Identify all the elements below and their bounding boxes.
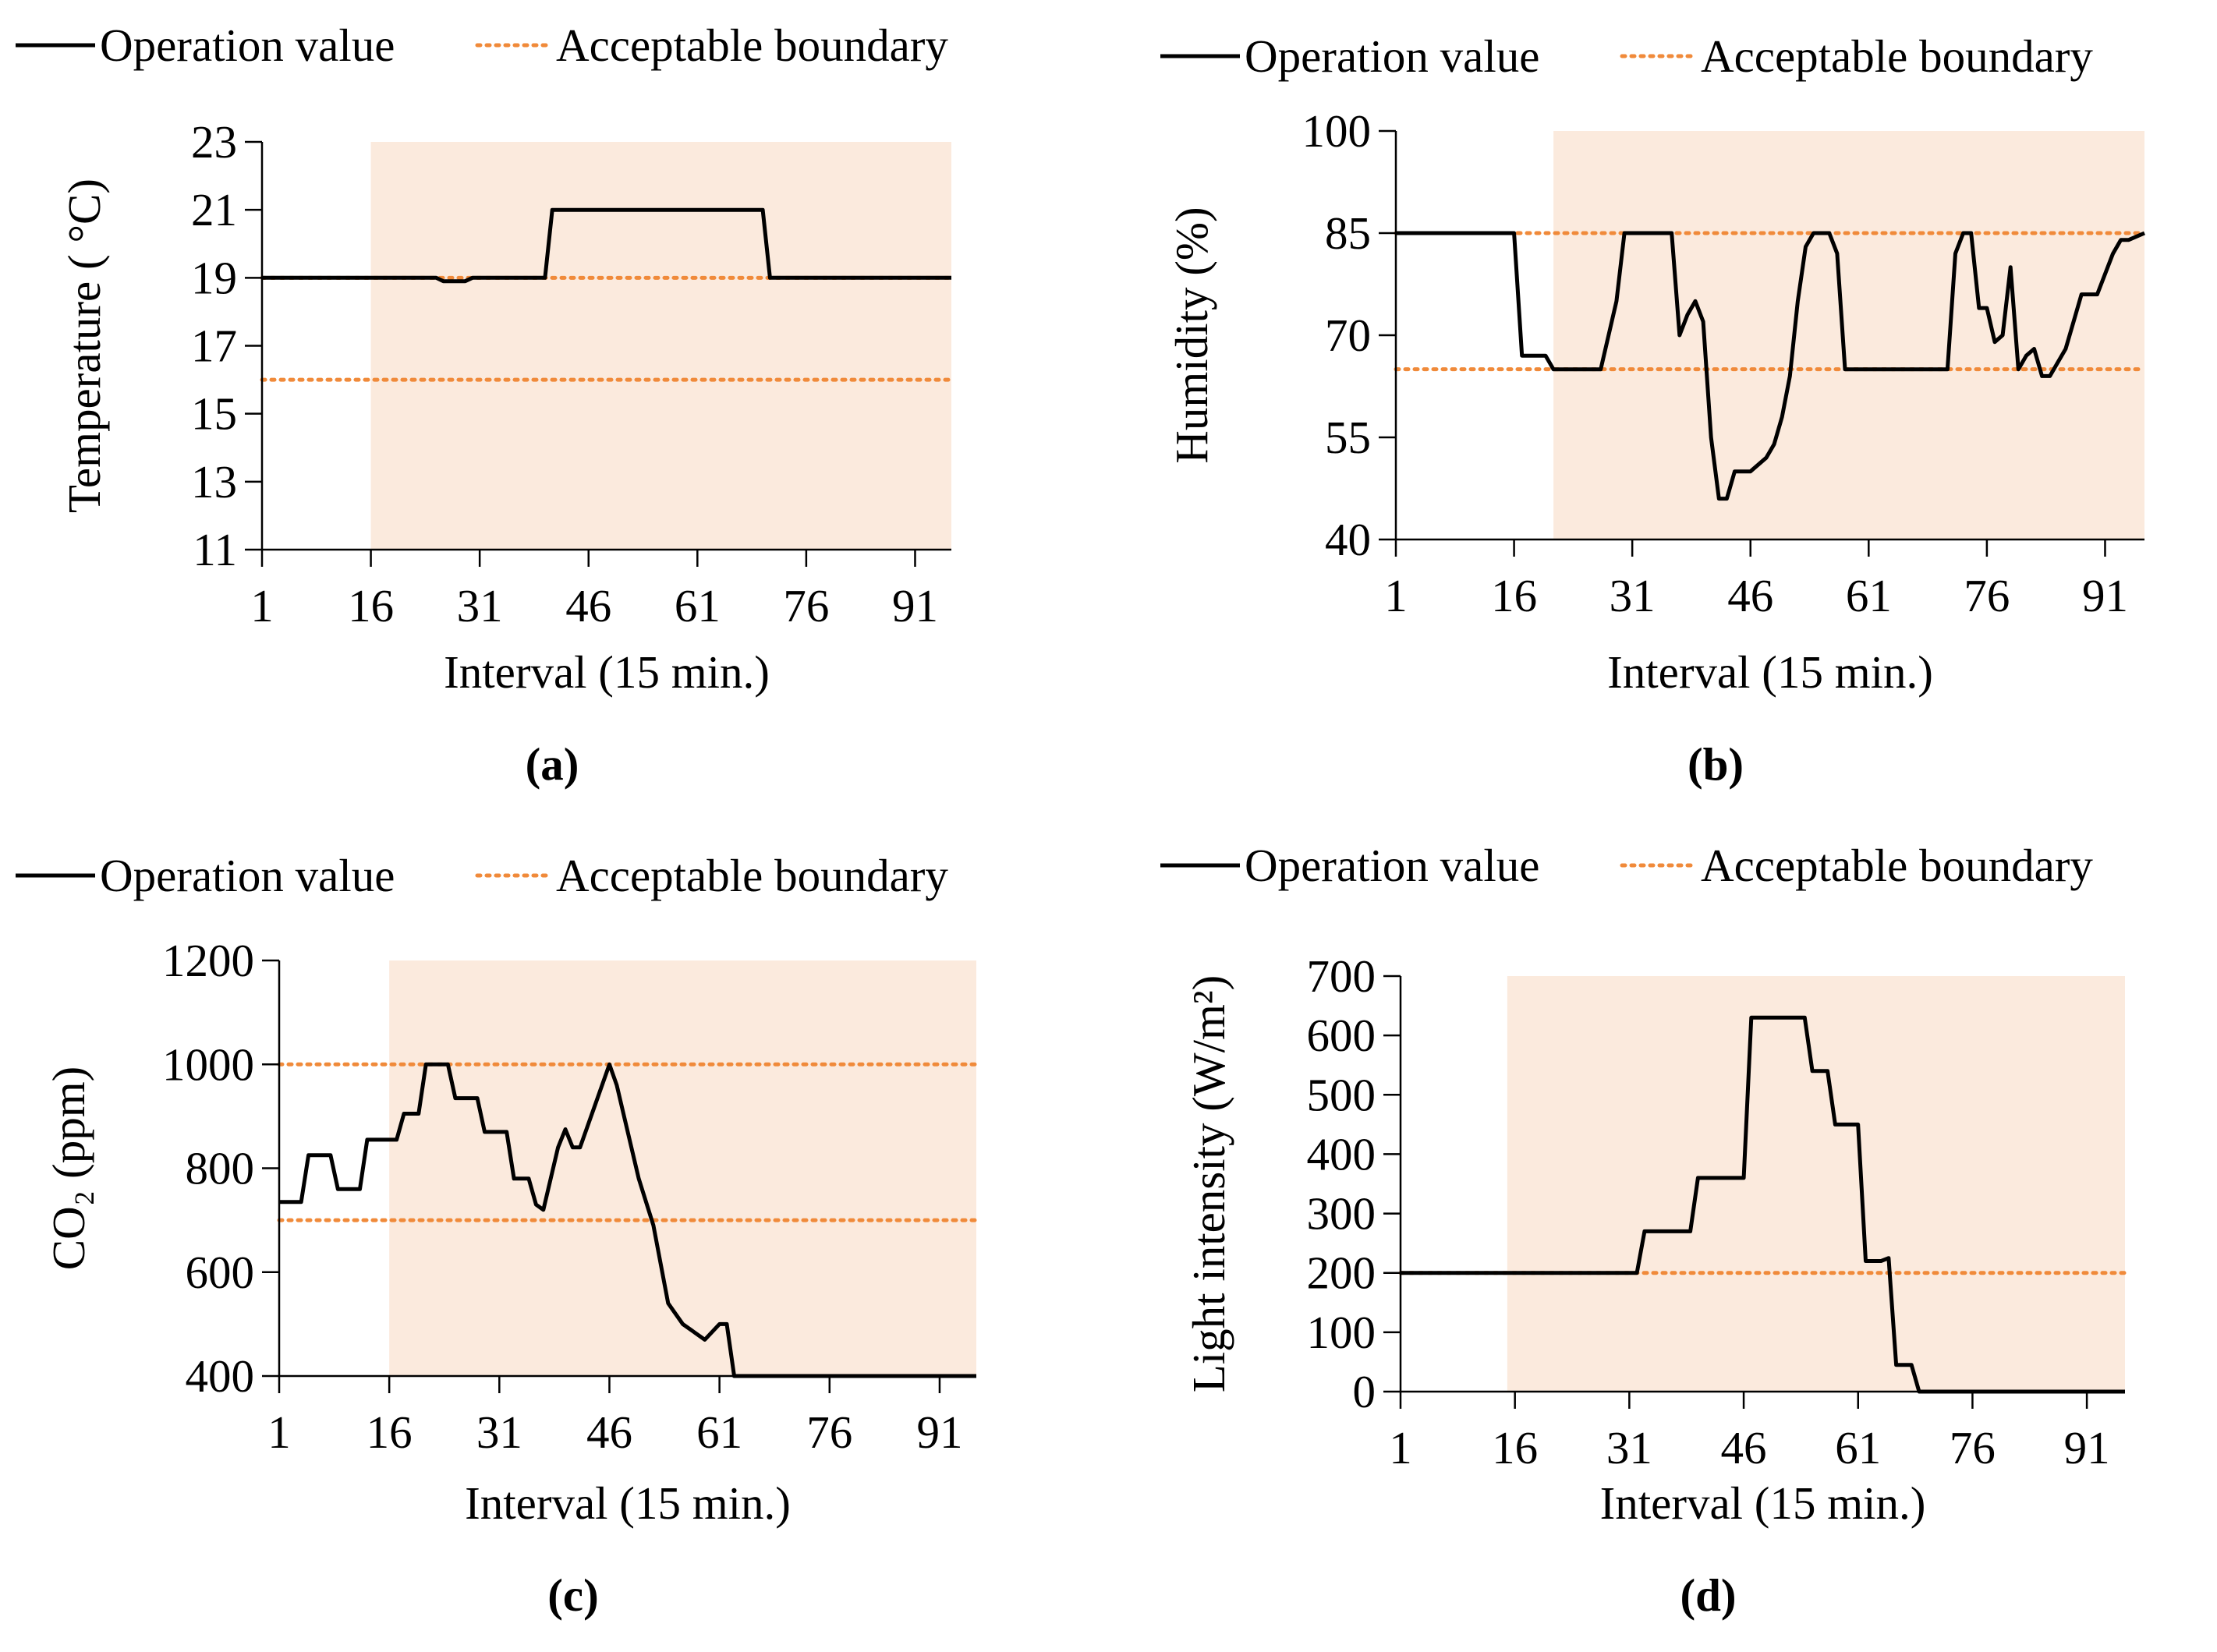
shaded-region [1507,976,2125,1392]
x-tick-label: 16 [1492,1422,1538,1473]
y-tick-label: 500 [1307,1069,1376,1120]
legend-label-operation: Operation value [1245,840,1539,891]
panel-b: 40 55 70 85 100 1 16 31 46 61 76 91 Interval (15 min… [1160,30,2147,790]
y-tick-label: 1200 [162,935,254,986]
shaded-region [1553,131,2144,539]
y-tick-label: 19 [191,252,237,303]
legend-label-boundary: Acceptable boundary [556,850,948,901]
panel-label: (b) [1688,738,1744,790]
x-tick-label: 1 [1389,1422,1412,1473]
panel-d: 0 100 200 300 400 500 600 700 1 16 31 46 61 76 91 Inter… [1160,840,2127,1621]
y-tick-label: 0 [1353,1366,1376,1417]
x-tick-label: 91 [916,1406,962,1458]
y-tick-label: 200 [1307,1247,1376,1299]
x-tick-label: 1 [1384,570,1408,621]
y-tick-label: 400 [1307,1128,1376,1180]
panel-label: (d) [1680,1569,1736,1621]
shaded-region [370,142,951,550]
y-axis-label: Humidity (%) [1166,207,1217,463]
panel-label: (c) [547,1569,598,1621]
legend-label-boundary: Acceptable boundary [556,19,948,71]
series-line-operation-value [262,207,951,284]
y-tick-label: 100 [1302,105,1372,157]
x-tick-label: 76 [806,1406,852,1458]
x-tick-label: 76 [1950,1422,1996,1473]
x-tick-label: 31 [1606,1422,1652,1473]
y-tick-label: 21 [191,184,237,235]
series-line-operation-value [1401,1015,2125,1394]
y-tick-label: 13 [191,456,237,508]
y-tick-label: 85 [1325,207,1371,259]
x-tick-label: 1 [267,1406,291,1458]
x-tick-label: 46 [1721,1422,1767,1473]
y-tick-label: 55 [1325,412,1371,463]
x-tick-label: 31 [1610,570,1656,621]
y-tick-label: 15 [191,388,237,440]
x-tick-label: 91 [892,580,938,631]
y-tick-label: 600 [186,1247,255,1298]
legend-label-operation: Operation value [100,19,395,71]
x-tick-label: 46 [565,580,611,631]
x-tick-label: 61 [1835,1422,1881,1473]
x-tick-label: 1 [250,580,274,631]
legend-label-boundary: Acceptable boundary [1701,30,2093,82]
y-axis-label: CO₂ (ppm) [43,1067,94,1270]
y-tick-label: 23 [191,116,237,168]
x-tick-label: 61 [1846,570,1892,621]
x-axis-label: Interval (15 min.) [1600,1477,1926,1529]
y-tick-label: 400 [186,1350,255,1402]
x-tick-label: 61 [696,1406,742,1458]
y-tick-label: 11 [193,524,237,575]
y-tick-label: 70 [1325,310,1371,361]
x-tick-label: 31 [457,580,503,631]
legend-label-operation: Operation value [100,850,395,901]
y-tick-label: 600 [1307,1010,1376,1061]
x-tick-label: 16 [367,1406,413,1458]
y-tick-label: 100 [1307,1307,1376,1358]
y-tick-label: 800 [186,1143,255,1194]
panel-a: 11 13 15 17 19 21 23 1 16 31 46 61 76 91 Interval (15 … [16,19,954,790]
y-axis-label: Temperature ( °C) [58,179,110,513]
panel-c: 400 600 800 1000 1200 1 16 31 46 61 76 91 Interval (… [16,850,979,1621]
x-tick-label: 31 [476,1406,522,1458]
x-tick-label: 91 [2064,1422,2110,1473]
x-tick-label: 46 [586,1406,632,1458]
x-tick-label: 61 [675,580,721,631]
panel-label: (a) [526,738,579,790]
y-tick-label: 17 [191,320,237,372]
x-axis-label: Interval (15 min.) [465,1477,791,1529]
series-line-operation-value [279,1062,976,1378]
x-tick-label: 76 [1964,570,2010,621]
x-axis-label: Interval (15 min.) [444,646,770,698]
x-tick-label: 46 [1727,570,1773,621]
x-tick-label: 76 [783,580,829,631]
series-line-operation-value [1396,231,2145,501]
x-tick-label: 16 [348,580,394,631]
y-tick-label: 1000 [162,1038,254,1090]
shaded-region [389,960,976,1376]
x-tick-label: 16 [1491,570,1537,621]
x-tick-label: 91 [2082,570,2128,621]
legend-label-boundary: Acceptable boundary [1701,840,2093,891]
legend-label-operation: Operation value [1245,30,1539,82]
y-tick-label: 700 [1307,950,1376,1002]
y-axis-label: Light intensity (W/m²) [1183,975,1234,1393]
y-tick-label: 40 [1325,514,1371,565]
y-tick-label: 300 [1307,1188,1376,1240]
x-axis-label: Interval (15 min.) [1607,646,1933,698]
